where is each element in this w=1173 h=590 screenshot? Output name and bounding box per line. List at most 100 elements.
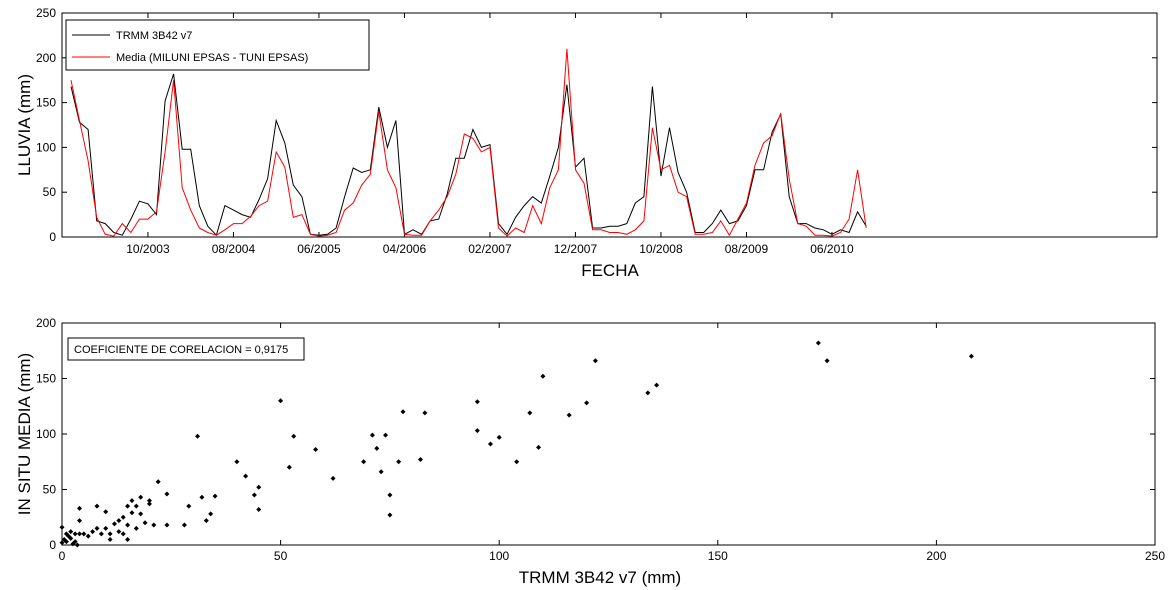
y-tick-label: 200 — [36, 316, 56, 330]
scatter-point — [278, 398, 284, 404]
scatter-point — [85, 533, 91, 539]
scatter-point — [203, 518, 209, 524]
legend-label-media: Media (MILUNI EPSAS - TUNI EPSAS) — [116, 52, 308, 64]
scatter-point — [181, 522, 187, 528]
scatter-point — [68, 529, 74, 535]
y-tick-label: 0 — [49, 230, 56, 244]
scatter-point — [94, 503, 100, 509]
x-tick-label: 10/2008 — [639, 242, 683, 256]
x-tick-label: 0 — [59, 549, 66, 563]
scatter-point — [98, 531, 104, 537]
scatter-point — [164, 491, 170, 497]
x-tick-label: 08/2009 — [725, 242, 769, 256]
annotation-text: COEFICIENTE DE CORELACION = 0,9175 — [74, 344, 288, 356]
scatter-point — [195, 433, 201, 439]
scatter-point — [103, 525, 109, 531]
scatter-point — [243, 473, 249, 479]
scatter-point — [291, 433, 297, 439]
scatter-point — [133, 503, 139, 509]
scatter-point — [59, 540, 65, 546]
x-tick-label: 10/2003 — [126, 242, 170, 256]
scatter-point — [208, 511, 214, 517]
scatter-point — [94, 525, 100, 531]
scatter-point — [90, 529, 96, 535]
scatter-point — [129, 510, 135, 516]
scatter-point — [125, 536, 131, 542]
scatter-point — [592, 358, 598, 364]
scatter-point — [566, 412, 572, 418]
scatter-point — [74, 542, 80, 548]
series-line-media — [70, 48, 867, 237]
x-axis-ticks-bottom: 0 50 100 150 200 250 — [59, 323, 1165, 563]
scatter-point — [422, 410, 428, 416]
x-tick-label: 250 — [1145, 549, 1165, 563]
scatter-point — [199, 494, 205, 500]
legend: TRMM 3B42 v7 Media (MILUNI EPSAS - TUNI … — [65, 19, 370, 71]
scatter-point — [496, 434, 502, 440]
scatter-point — [824, 358, 830, 364]
x-tick-label: 200 — [926, 549, 946, 563]
y-axis-label-top: LLUVIA (mm) — [15, 74, 34, 176]
scatter-point — [129, 498, 135, 504]
x-tick-label: 12/2007 — [554, 242, 598, 256]
annotation-box — [67, 337, 305, 361]
scatter-point — [251, 492, 257, 498]
scatter-point — [151, 522, 157, 528]
scatter-point — [514, 459, 520, 465]
scatter-point — [76, 518, 82, 524]
series-line-trmm — [70, 73, 867, 237]
scatter-point — [212, 493, 218, 499]
scatter-point — [286, 464, 292, 470]
x-tick-label: 06/2010 — [810, 242, 854, 256]
scatter-point — [387, 512, 393, 518]
scatter-point — [374, 445, 380, 451]
y-tick-label: 150 — [36, 96, 56, 110]
x-tick-label: 08/2004 — [212, 242, 256, 256]
scatter-point — [107, 531, 113, 537]
x-tick-label: 02/2007 — [468, 242, 512, 256]
y-tick-label: 0 — [49, 538, 56, 552]
scatter-point — [59, 524, 65, 530]
x-axis-label-top: FECHA — [581, 261, 639, 280]
scatter-point — [164, 522, 170, 528]
scatter-point — [138, 511, 144, 517]
scatter-point — [396, 459, 402, 465]
y-tick-label: 150 — [36, 372, 56, 386]
scatter-point — [63, 539, 69, 545]
scatter-point — [645, 390, 651, 396]
scatter-point — [378, 469, 384, 475]
legend-label-trmm: TRMM 3B42 v7 — [116, 30, 192, 42]
scatter-point — [418, 457, 424, 463]
scatter-point — [234, 459, 240, 465]
legend-box — [65, 19, 370, 71]
scatter-point — [133, 525, 139, 531]
scatter-point — [369, 432, 375, 438]
scatter-point — [76, 505, 82, 511]
x-axis-label-bottom: TRMM 3B42 v7 (mm) — [519, 568, 681, 587]
scatter-point — [72, 539, 78, 545]
y-tick-label: 50 — [43, 185, 57, 199]
scatter-point — [536, 444, 542, 450]
y-tick-label: 250 — [36, 6, 56, 20]
scatter-point — [815, 340, 821, 346]
scatter-point — [540, 373, 546, 379]
scatter-point — [330, 475, 336, 481]
y-axis-label-bottom: IN SITU MEDIA (mm) — [15, 353, 34, 515]
x-tick-label: 50 — [274, 549, 288, 563]
scatter-point — [186, 503, 192, 509]
y-axis-ticks-bottom: 0 50 100 150 200 — [36, 316, 1155, 552]
scatter-point — [256, 506, 262, 512]
scatter-point — [146, 498, 152, 504]
scatter-point — [120, 531, 126, 537]
x-tick-label: 06/2005 — [297, 242, 341, 256]
y-axis-ticks-top: 0 50 100 150 200 250 — [36, 6, 1157, 244]
x-tick-label: 04/2006 — [383, 242, 427, 256]
scatter-point — [76, 531, 82, 537]
scatter-point — [361, 459, 367, 465]
scatter-point — [313, 447, 319, 453]
y-tick-label: 100 — [36, 140, 56, 154]
scatter-point — [81, 531, 87, 537]
scatter-point — [125, 522, 131, 528]
y-tick-label: 200 — [36, 51, 56, 65]
scatter-point — [146, 501, 152, 507]
